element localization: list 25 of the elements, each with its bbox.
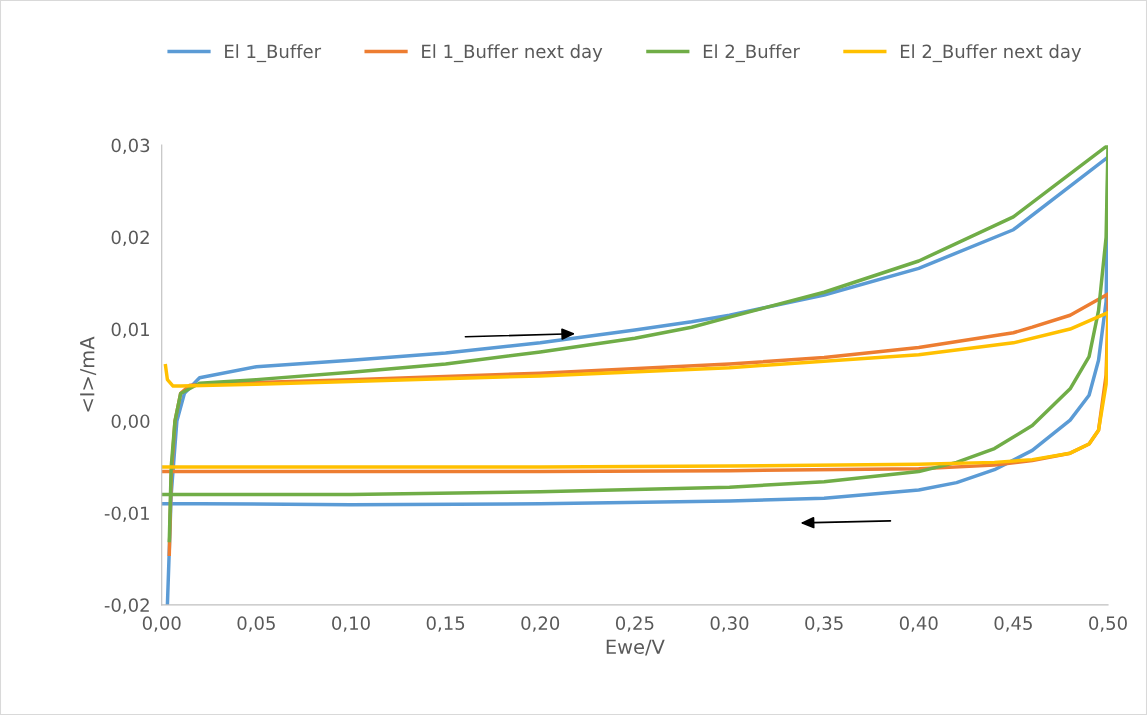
line-series bbox=[161, 145, 1108, 543]
x-tick-label: 0,35 bbox=[805, 616, 843, 632]
y-tick-label: 0,02 bbox=[111, 230, 149, 247]
x-tick-label: 0,25 bbox=[615, 616, 654, 632]
x-tick-label: 0,10 bbox=[332, 616, 370, 632]
x-tick-label: 0,30 bbox=[710, 616, 749, 632]
x-tick-label: 0,00 bbox=[142, 616, 181, 632]
y-axis-title: <I>/mA bbox=[80, 336, 97, 412]
x-axis-title: Ewe/V bbox=[606, 639, 665, 656]
legend-label: El 2_Buffer bbox=[703, 44, 800, 63]
legend-label: El 1_Buffer next day bbox=[422, 44, 603, 63]
y-tick-label: 0,01 bbox=[111, 322, 149, 338]
x-tick-label: 0,45 bbox=[994, 616, 1032, 632]
line-series bbox=[161, 310, 1108, 469]
x-tick-label: 0,15 bbox=[426, 616, 465, 632]
x-tick-label: 0,40 bbox=[899, 616, 938, 632]
x-tick-label: 0,20 bbox=[521, 616, 560, 632]
y-tick-label: -0,01 bbox=[104, 506, 149, 522]
x-tick-label: 0,05 bbox=[237, 616, 275, 632]
x-tick-label: 0,50 bbox=[1089, 616, 1127, 632]
legend-label: El 2_Buffer next day bbox=[900, 44, 1082, 63]
y-tick-label: 0,03 bbox=[111, 138, 150, 155]
legend-label: El 1_Buffer bbox=[225, 44, 322, 63]
y-tick-label: 0,00 bbox=[111, 414, 150, 430]
y-tick-label: -0,02 bbox=[104, 598, 149, 614]
